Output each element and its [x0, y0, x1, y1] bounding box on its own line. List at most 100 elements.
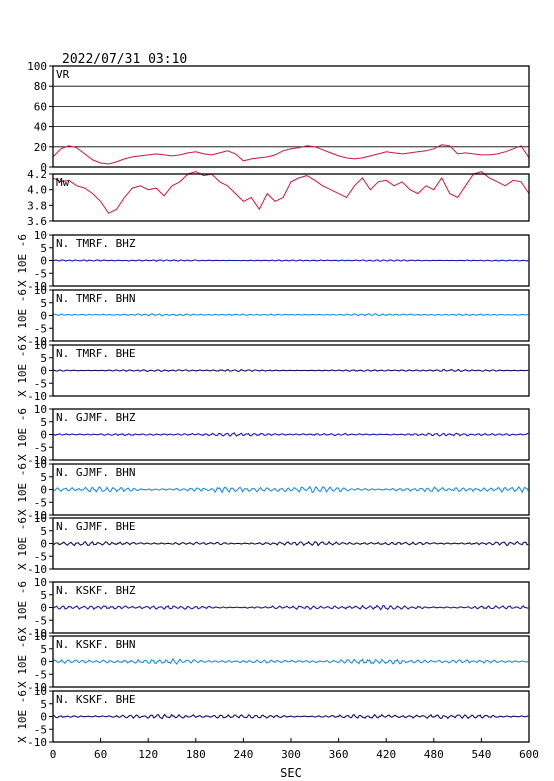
vr-series-line: [52, 144, 530, 165]
y-tick-label: 0: [40, 310, 47, 323]
y-tick-label: 5: [40, 416, 47, 429]
tmrf-bhn-waveform: [52, 313, 529, 317]
kskf-bhn-waveform: [52, 657, 529, 665]
panel-label: N. GJMF. BHZ: [56, 411, 136, 424]
y-tick-label: -5: [34, 267, 47, 280]
y-tick-label: -5: [34, 723, 47, 736]
y-tick-label: 10: [34, 512, 47, 525]
datetime-header: 2022/07/31 03:10: [62, 52, 187, 67]
y-tick-label: 40: [34, 121, 47, 134]
y-tick-label: 10: [34, 576, 47, 589]
y-tick-label: 5: [40, 643, 47, 656]
panel-label: N. GJMF. BHE: [56, 520, 135, 533]
y-tick-label: 3.8: [27, 199, 47, 212]
y-tick-label: 10: [34, 630, 47, 643]
panel-frame: [52, 173, 530, 222]
y-tick-label: -5: [34, 550, 47, 563]
x-tick-label: 60: [94, 748, 107, 761]
y-tick-label: 0: [40, 711, 47, 724]
y-tick-label: 5: [40, 589, 47, 602]
gjmf-bhz-waveform: [52, 432, 529, 437]
tmrf-bhe-waveform: [52, 368, 529, 373]
y-tick-label: -5: [34, 614, 47, 627]
panel-frame: [52, 635, 530, 688]
panel-label: Mw: [56, 176, 70, 189]
y-tick-label: -5: [34, 668, 47, 681]
panel-frame: [52, 234, 530, 287]
y-tick-label: 3.6: [27, 215, 47, 228]
y-tick-label: 4.2: [27, 168, 47, 181]
panel-vr: 0 20 40 60 80 100 VR: [27, 60, 530, 174]
y-tick-label: 0: [40, 365, 47, 378]
y-tick-label: -10: [27, 563, 47, 576]
x-tick-label: 0: [50, 748, 57, 761]
y-tick-label: -10: [27, 681, 47, 694]
panel-label: N. TMRF. BHN: [56, 292, 135, 305]
x-tick-label: 120: [138, 748, 158, 761]
y-axis-label: X 10E -6: [16, 463, 29, 516]
y-tick-label: 4.0: [27, 184, 47, 197]
kskf-bhe-waveform: [52, 713, 529, 720]
y-axis-label: X 10E -6: [16, 581, 29, 634]
panel-frame: [52, 408, 530, 461]
y-tick-label: 10: [34, 339, 47, 352]
x-tick-label: 420: [376, 748, 396, 761]
y-tick-label: -10: [27, 335, 47, 348]
y-tick-label: 0: [40, 602, 47, 615]
y-tick-label: 10: [34, 403, 47, 416]
x-tick-label: 480: [424, 748, 444, 761]
y-axis-label: X 10E -6: [16, 635, 29, 688]
panel-label: N. KSKF. BHE: [56, 693, 135, 706]
panel-frame: [52, 65, 530, 168]
y-tick-label: 5: [40, 471, 47, 484]
gjmf-bhn-waveform: [52, 485, 529, 494]
y-axis-label: X 10E -6: [16, 408, 29, 461]
y-tick-label: 5: [40, 525, 47, 538]
panel-frame: [52, 289, 530, 342]
panel-frame: [52, 517, 530, 570]
panel-label: N. KSKF. BHZ: [56, 584, 136, 597]
mw-series-line: [52, 171, 530, 214]
kskf-bhz-waveform: [52, 604, 529, 611]
x-tick-label: 240: [233, 748, 253, 761]
y-tick-label: 60: [34, 100, 47, 113]
panel-label: N. TMRF. BHE: [56, 347, 135, 360]
y-tick-label: -5: [34, 377, 47, 390]
y-tick-label: 0: [40, 656, 47, 669]
panel-label: N. GJMF. BHN: [56, 466, 135, 479]
y-tick-label: 5: [40, 297, 47, 310]
x-axis: 0 60 120 180 240 300 360 420 480 540 600: [50, 738, 539, 761]
y-tick-label: -10: [27, 736, 47, 749]
y-axis-label: X 10E -6: [16, 289, 29, 342]
panel-label: N. TMRF. BHZ: [56, 237, 136, 250]
y-tick-label: -5: [34, 496, 47, 509]
y-tick-label: 10: [34, 458, 47, 471]
y-tick-label: -10: [27, 509, 47, 522]
y-tick-label: 10: [34, 284, 47, 297]
y-tick-label: -5: [34, 322, 47, 335]
y-axis-label: X 10E -6: [16, 234, 29, 287]
panel-frame: [52, 463, 530, 516]
y-tick-label: 5: [40, 698, 47, 711]
x-tick-label: 180: [186, 748, 206, 761]
y-tick-label: 5: [40, 352, 47, 365]
y-tick-label: 10: [34, 229, 47, 242]
y-axis-label: X 10E -6: [16, 690, 29, 743]
x-tick-label: 360: [329, 748, 349, 761]
y-tick-label: 10: [34, 685, 47, 698]
y-tick-label: -10: [27, 390, 47, 403]
y-tick-label: -5: [34, 441, 47, 454]
y-tick-label: 0: [40, 161, 47, 174]
panel-label: N. KSKF. BHN: [56, 638, 135, 651]
panel-frame: [52, 344, 530, 397]
panel-frame: [52, 581, 530, 634]
